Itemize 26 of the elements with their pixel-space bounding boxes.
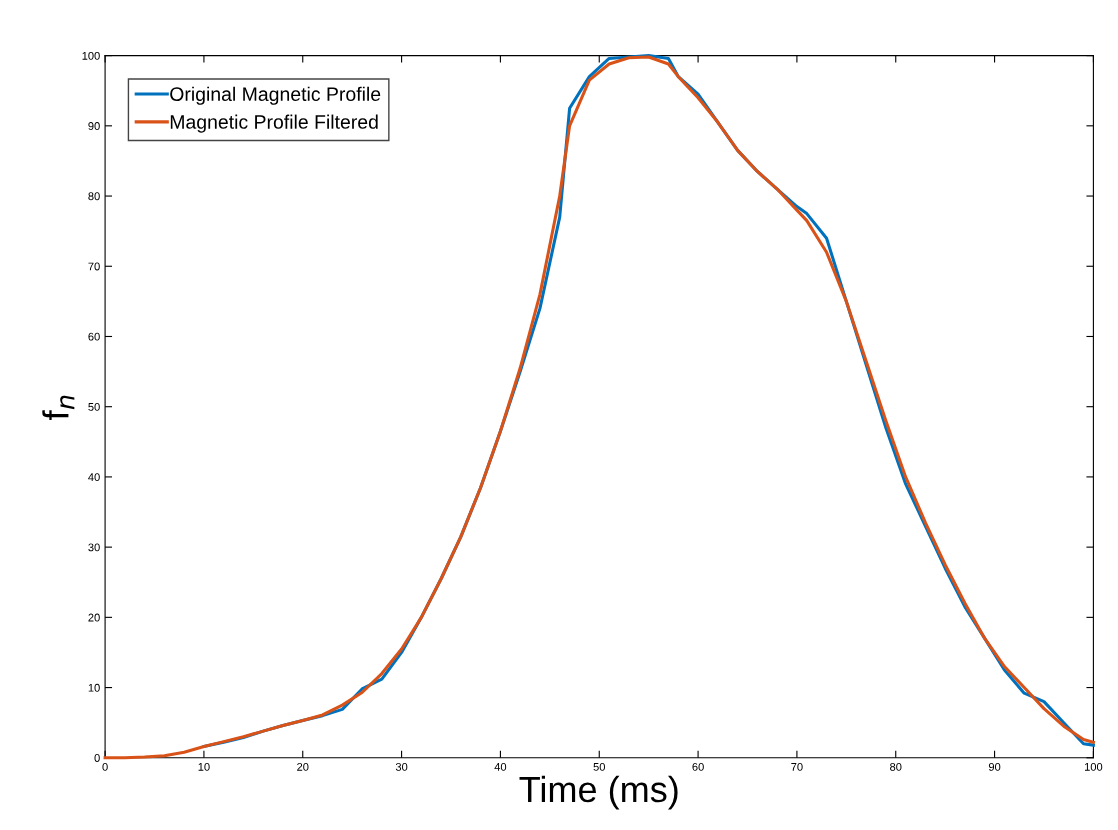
y-tick-label: 50	[88, 402, 100, 411]
x-tick-label: 100	[1084, 762, 1103, 771]
y-tick-label: 60	[88, 332, 100, 341]
y-tick-label: 100	[82, 51, 100, 60]
y-tick-label: 70	[88, 262, 100, 271]
x-tick-label: 70	[791, 762, 803, 771]
x-tick-label: 40	[494, 762, 507, 771]
y-tick-label: 40	[88, 473, 100, 482]
legend-label: Magnetic Profile Filtered	[170, 114, 378, 133]
x-tick-label: 10	[198, 762, 210, 771]
y-tick-label: 0	[94, 754, 100, 762]
y-tick-label: 20	[88, 613, 100, 622]
x-axis-title: Time (ms)	[519, 775, 678, 810]
x-tick-label: 30	[395, 762, 408, 771]
legend-label: Original Magnetic Profile	[170, 86, 381, 105]
y-tick-label: 90	[88, 122, 100, 130]
x-tick-label: 20	[297, 762, 309, 771]
x-tick-label: 0	[102, 762, 108, 771]
y-tick-label: 10	[88, 683, 100, 692]
y-axis-title: f$_{n}$	[42, 395, 75, 420]
x-tick-label: 60	[692, 762, 704, 771]
y-tick-label: 30	[88, 543, 100, 552]
y-tick-label: 80	[88, 192, 100, 201]
x-tick-label: 80	[890, 762, 902, 771]
x-tick-label: 50	[593, 762, 605, 771]
x-tick-label: 90	[988, 762, 1001, 771]
